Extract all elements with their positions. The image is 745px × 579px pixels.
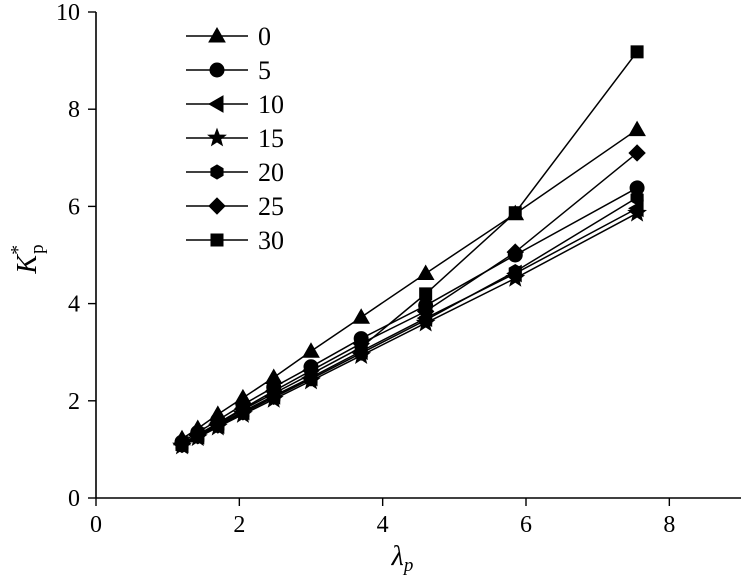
- data-point: [628, 144, 646, 162]
- x-axis-title-sub: p: [402, 555, 414, 576]
- legend-marker: [208, 26, 226, 43]
- legend-entry: 15: [186, 124, 284, 153]
- x-tick-label: 8: [663, 512, 675, 538]
- series-line: [181, 212, 638, 447]
- legend-entry: 5: [186, 56, 271, 85]
- legend-entry: 25: [186, 192, 284, 221]
- series-0: [173, 120, 646, 446]
- data-point: [191, 429, 205, 443]
- legend-label: 0: [258, 22, 271, 51]
- data-point: [267, 387, 281, 401]
- legend: 0 5 10 15 20 25 30: [186, 22, 284, 255]
- data-point: [628, 120, 646, 137]
- y-axis-title-sup: *: [7, 245, 29, 255]
- legend-label: 10: [258, 90, 284, 119]
- data-point: [630, 45, 644, 59]
- legend-marker: [207, 127, 227, 147]
- data-point: [416, 264, 435, 280]
- legend-marker: [210, 233, 224, 247]
- x-tick-label: 2: [233, 512, 245, 538]
- series-30: [175, 45, 644, 452]
- series-layer: [172, 45, 647, 455]
- series-line: [181, 152, 638, 445]
- data-point: [627, 202, 647, 222]
- series-line: [181, 197, 638, 447]
- legend-marker: [210, 164, 224, 180]
- legend-label: 5: [258, 56, 271, 85]
- data-point: [508, 263, 522, 280]
- y-tick-label: 4: [68, 292, 80, 318]
- x-tick-label: 0: [90, 512, 102, 538]
- legend-label: 25: [258, 192, 284, 221]
- data-point: [175, 438, 189, 452]
- legend-label: 20: [258, 158, 284, 187]
- x-tick-label: 6: [520, 512, 532, 538]
- data-point: [630, 190, 644, 206]
- y-axis-title-main: K: [12, 254, 43, 275]
- y-axis-title-sub: p: [27, 244, 48, 254]
- legend-entry: 30: [186, 226, 284, 255]
- y-tick-label: 10: [56, 0, 80, 26]
- series-line: [181, 187, 638, 443]
- y-tick-label: 6: [68, 194, 80, 220]
- series-line: [181, 128, 638, 440]
- data-point: [354, 340, 368, 354]
- data-point: [508, 206, 522, 220]
- x-tick-label: 4: [377, 512, 389, 538]
- data-point: [304, 367, 318, 381]
- data-point: [211, 417, 225, 431]
- legend-entry: 0: [186, 22, 271, 51]
- x-axis-title: λp: [391, 541, 414, 576]
- legend-marker: [207, 95, 224, 113]
- data-point: [506, 243, 524, 261]
- data-point: [416, 302, 435, 321]
- legend-label: 15: [258, 124, 284, 153]
- legend-marker: [209, 62, 225, 78]
- data-point: [352, 308, 371, 324]
- y-tick-label: 0: [68, 486, 80, 512]
- legend-marker: [208, 197, 226, 215]
- y-axis-title: K*p: [7, 244, 48, 274]
- y-tick-label: 8: [68, 97, 80, 123]
- axes: 0 2 4 6 8 0 2 4 6 8 10: [56, 0, 741, 538]
- data-point: [236, 403, 250, 417]
- x-axis-title-main: λ: [391, 541, 404, 572]
- data-point: [302, 342, 320, 358]
- legend-entry: 10: [186, 90, 284, 119]
- data-point: [419, 287, 433, 301]
- legend-entry: 20: [186, 158, 284, 187]
- series-line: [181, 51, 638, 446]
- legend-label: 30: [258, 226, 284, 255]
- y-tick-label: 2: [68, 389, 80, 415]
